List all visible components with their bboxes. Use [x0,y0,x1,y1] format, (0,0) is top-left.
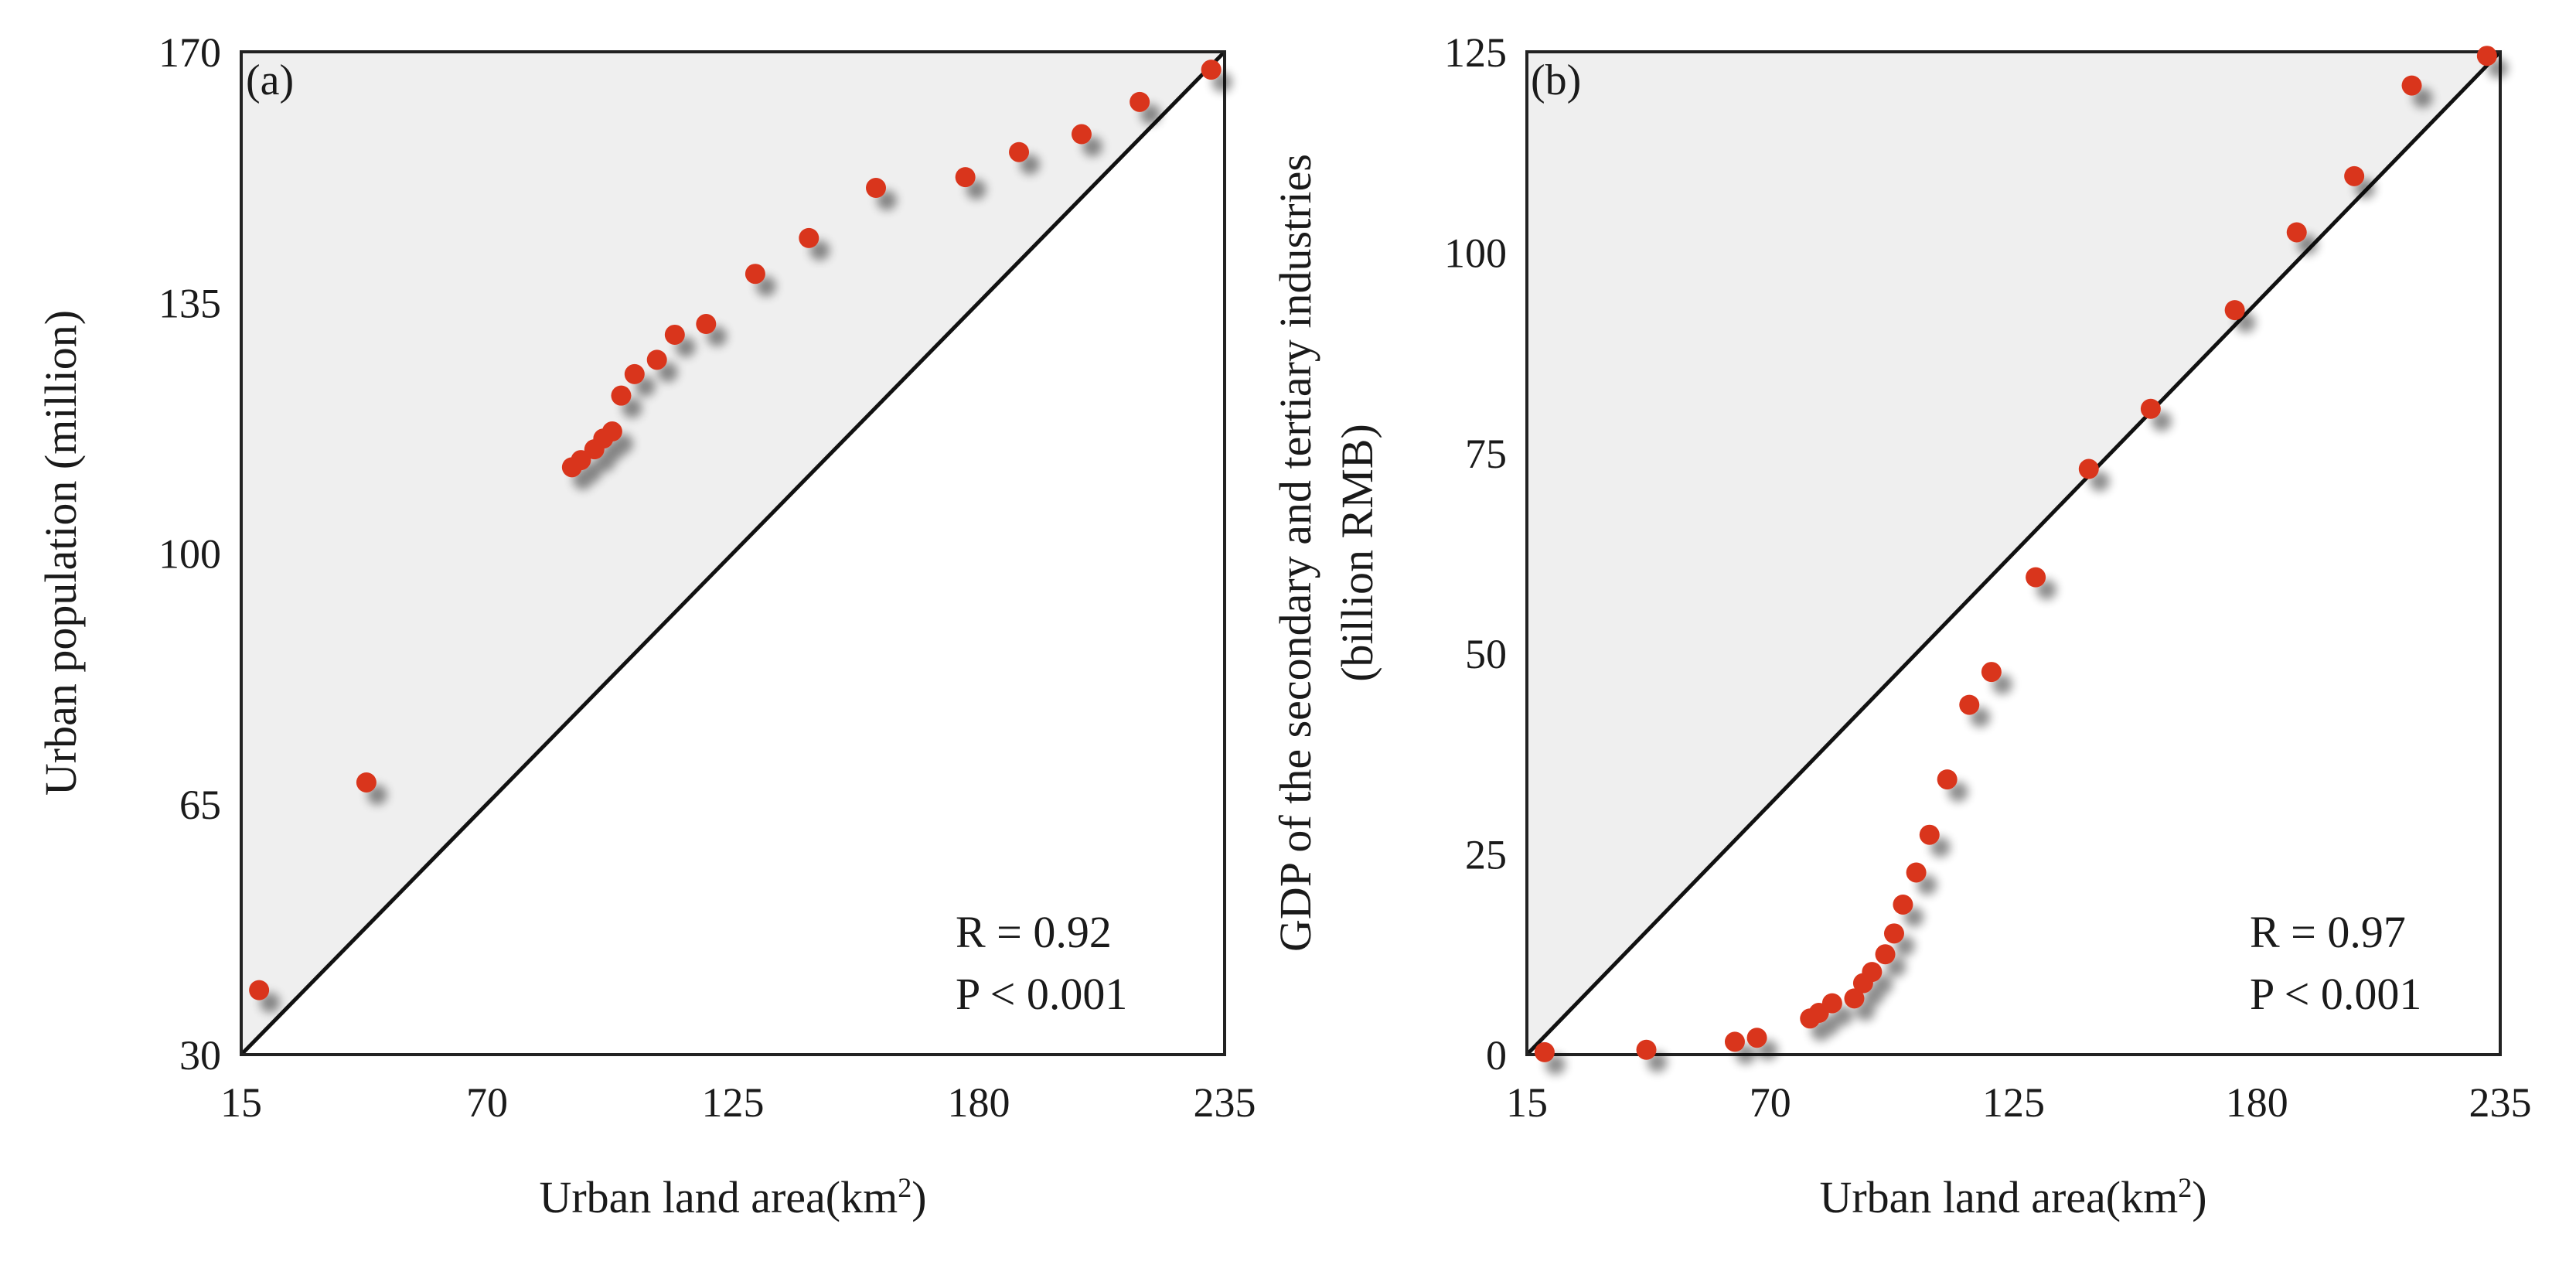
data-point [866,178,887,199]
y-tick-label: 100 [1444,230,1507,276]
data-point [1981,662,2002,683]
plot-frame [240,50,1226,1056]
y-tick-label: 100 [158,531,221,578]
correlation-r: R = 0.97 [2250,907,2406,957]
data-point [799,227,819,248]
data-point [1746,1028,1767,1048]
data-points [249,60,1222,1000]
x-tick-label: 70 [1750,1079,1791,1126]
data-point [2140,398,2161,419]
y-axis-ticks: 0 25 50 75 100 125 [1444,29,1507,1079]
y-axis-title: GDP of the secondary and tertiary indust… [1270,154,1320,952]
data-point [1821,993,1842,1014]
x-tick-label: 125 [1982,1079,2045,1126]
data-point [1534,1041,1555,1062]
data-point [1937,769,1958,790]
x-axis-title: Urban land area(km2) [1819,1172,2206,1222]
data-point [2344,165,2365,186]
y-axis-title-units: (billion RMB) [1332,424,1382,682]
x-tick-label: 235 [2469,1079,2532,1126]
y-tick-label: 25 [1465,832,1507,878]
data-point [1906,862,1927,883]
y-tick-label: 30 [179,1032,221,1079]
panel-a: 15 70 125 180 235 30 65 100 135 170 (a) R = 0.92… [36,29,1256,1222]
x-axis-ticks: 15 70 125 180 235 [220,1079,1256,1126]
data-point [1009,141,1030,162]
data-point [1862,962,1883,983]
y-tick-label: 170 [158,29,221,76]
x-tick-label: 180 [948,1079,1010,1126]
data-point [1919,824,1940,845]
data-point [2026,567,2046,588]
data-point [955,167,976,188]
data-point [356,772,377,792]
data-point [2401,75,2422,96]
x-tick-label: 15 [1506,1079,1548,1126]
data-point [1893,894,1913,915]
y-tick-label: 65 [179,782,221,828]
data-point [249,980,270,1000]
diagonal-reference-line [240,50,1226,1056]
y-axis-ticks: 30 65 100 135 170 [158,29,221,1079]
data-point [2286,222,2307,243]
panel-label: (b) [1531,56,1581,104]
y-axis-title: Urban population (million) [36,310,86,796]
y-tick-label: 0 [1486,1032,1507,1079]
p-value: P < 0.001 [2250,969,2421,1019]
data-point [646,349,667,370]
data-point [1130,91,1150,112]
plot-frame [1525,50,2502,1056]
data-point [571,450,591,471]
data-point [2476,46,2497,66]
panel-b: 15 70 125 180 235 0 25 50 75 100 125 (b) R = 0.97… [1270,29,2532,1222]
data-point [611,385,632,406]
data-point [601,421,622,442]
data-point [1636,1039,1657,1060]
data-point [664,324,685,345]
data-point [696,314,717,335]
panel-label: (a) [246,56,294,104]
data-point [1959,694,1980,715]
data-point [2078,458,2099,479]
x-axis-title: Urban land area(km2) [539,1172,926,1222]
y-tick-label: 50 [1465,631,1507,677]
data-point [624,363,645,384]
diagonal-reference-line [1525,50,2502,1056]
x-tick-label: 180 [2226,1079,2288,1126]
data-point [745,264,765,285]
y-tick-label: 75 [1465,431,1507,477]
x-tick-label: 15 [220,1079,262,1126]
correlation-r: R = 0.92 [956,907,1112,957]
p-value: P < 0.001 [956,969,1127,1019]
data-point [1071,124,1092,145]
data-point [1724,1031,1745,1052]
data-point [1875,944,1896,965]
data-points [1534,46,2497,1062]
data-point [2224,300,2245,321]
x-tick-label: 235 [1194,1079,1256,1126]
x-tick-label: 70 [466,1079,508,1126]
y-tick-label: 125 [1444,29,1507,76]
data-point [1844,988,1865,1009]
x-axis-ticks: 15 70 125 180 235 [1506,1079,2532,1126]
data-point [1201,60,1222,80]
data-point [1883,923,1904,944]
y-tick-label: 135 [158,280,221,326]
x-tick-label: 125 [702,1079,765,1126]
